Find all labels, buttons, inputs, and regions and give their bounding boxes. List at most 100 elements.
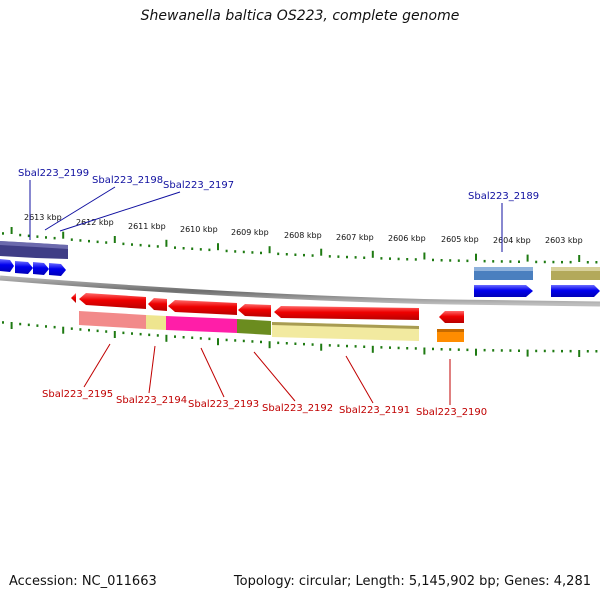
minor-tick [225,338,228,342]
major-tick [113,331,116,338]
minor-tick [285,342,288,345]
minor-tick [363,256,366,259]
forward-gene-arrow[interactable] [474,285,533,297]
gene-label-forward[interactable]: Sbal223_2189 [468,191,539,202]
major-tick [165,334,168,342]
minor-tick [354,256,357,259]
major-tick [62,231,65,239]
minor-tick [105,241,108,244]
gene-label-reverse[interactable]: Sbal223_2191 [339,405,410,416]
scale-label: 2612 kbp [76,218,114,227]
forward-gene-arrow[interactable] [33,262,49,275]
minor-tick [294,342,297,345]
gene-label-reverse[interactable]: Sbal223_2195 [42,389,113,400]
minor-tick [389,257,391,260]
minor-tick [561,349,563,353]
minor-tick [174,335,176,338]
minor-tick [500,349,503,352]
minor-tick [535,260,538,264]
minor-tick [509,349,512,352]
scale-label: 2608 kbp [284,231,322,240]
minor-tick [139,243,142,247]
minor-tick [199,248,202,251]
minor-tick [380,346,383,349]
gene-label-reverse[interactable]: Sbal223_2194 [116,395,187,406]
major-tick [217,338,219,346]
minor-tick [346,344,348,348]
minor-tick [131,243,133,246]
gene-label-reverse[interactable]: Sbal223_2192 [262,403,333,414]
minor-tick [363,345,366,348]
major-tick [475,253,477,261]
gene-label-forward[interactable]: Sbal223_2198 [92,175,163,186]
minor-tick [277,341,280,345]
major-tick [113,236,116,243]
minor-tick [139,332,142,336]
forward-gene-arrow[interactable] [49,263,66,276]
gene-label-forward[interactable]: Sbal223_2199 [18,168,89,179]
minor-tick [483,259,486,263]
minor-tick [70,238,73,241]
scale-label: 2605 kbp [441,235,479,244]
minor-tick [122,242,125,246]
reverse-gene-arrow[interactable] [148,298,167,311]
minor-tick [406,258,409,261]
major-tick [165,239,168,247]
minor-tick [36,324,39,327]
scale-label: 2613 kbp [24,213,62,222]
minor-tick [294,253,297,256]
minor-tick [45,236,47,239]
minor-tick [440,348,443,351]
gene-label-reverse[interactable]: Sbal223_2193 [188,399,259,410]
annotation-bars-outer [0,241,600,280]
minor-tick [380,257,383,260]
reverse-gene-arrow[interactable] [238,304,271,317]
scale-label: 2606 kbp [388,234,426,243]
minor-tick [242,250,245,254]
minor-tick [105,330,108,333]
minor-tick [53,236,56,240]
reverse-gene-arrow[interactable] [71,293,76,303]
minor-tick [277,252,280,256]
minor-tick [260,340,262,344]
minor-tick [354,345,357,348]
topology-text: Topology: circular; Length: 5,145,902 bp… [233,574,591,589]
minor-tick [260,251,262,255]
minor-tick [595,350,598,353]
minor-tick [346,255,348,259]
scale-label: 2609 kbp [231,228,269,237]
reverse-gene-arrow[interactable] [79,293,146,309]
minor-tick [19,322,22,326]
gene-label-forward[interactable]: Sbal223_2197 [163,180,234,191]
forward-gene-arrow[interactable] [551,285,600,297]
annotation-bar [36,243,68,249]
reverse-gene-arrow[interactable] [168,300,237,315]
minor-tick [131,332,133,335]
reverse-gene-arrow[interactable] [439,311,464,323]
label-connectors-forward [29,180,503,252]
forward-gene-arrow[interactable] [0,259,14,272]
reverse-gene-arrow[interactable] [274,306,419,320]
minor-tick [397,257,400,261]
minor-tick [174,246,176,249]
gene-label-reverse[interactable]: Sbal223_2190 [416,407,487,418]
minor-tick [406,347,409,350]
major-tick [10,322,13,329]
minor-tick [492,260,495,263]
minor-tick [466,348,469,352]
tick-row-inner [2,321,598,357]
minor-tick [27,234,30,238]
forward-gene-arrow[interactable] [15,261,33,274]
minor-tick [337,255,340,258]
minor-tick [535,349,538,353]
major-tick [217,243,219,251]
minor-tick [397,346,400,350]
minor-tick [561,260,563,264]
major-tick [578,350,581,357]
scale-label: 2603 kbp [545,236,583,245]
minor-tick [225,249,228,253]
minor-tick [27,323,30,327]
minor-tick [88,328,90,332]
annotation-bar [272,322,419,329]
